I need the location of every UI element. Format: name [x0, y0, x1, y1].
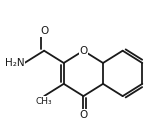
- Text: CH₃: CH₃: [36, 97, 52, 106]
- Text: O: O: [79, 46, 88, 56]
- Text: O: O: [79, 109, 88, 119]
- Text: O: O: [40, 26, 48, 36]
- Text: H₂N: H₂N: [5, 58, 25, 68]
- Text: H₂N: H₂N: [5, 58, 25, 68]
